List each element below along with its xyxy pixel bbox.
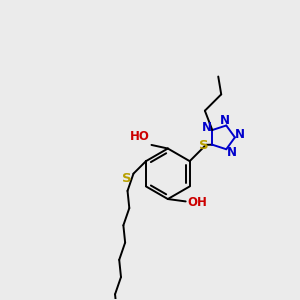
Text: S: S bbox=[199, 139, 208, 152]
Text: N: N bbox=[220, 114, 230, 127]
Text: N: N bbox=[202, 121, 212, 134]
Text: HO: HO bbox=[130, 130, 150, 143]
Text: OH: OH bbox=[187, 196, 207, 208]
Text: N: N bbox=[226, 146, 237, 159]
Text: S: S bbox=[122, 172, 132, 185]
Text: N: N bbox=[235, 128, 245, 141]
